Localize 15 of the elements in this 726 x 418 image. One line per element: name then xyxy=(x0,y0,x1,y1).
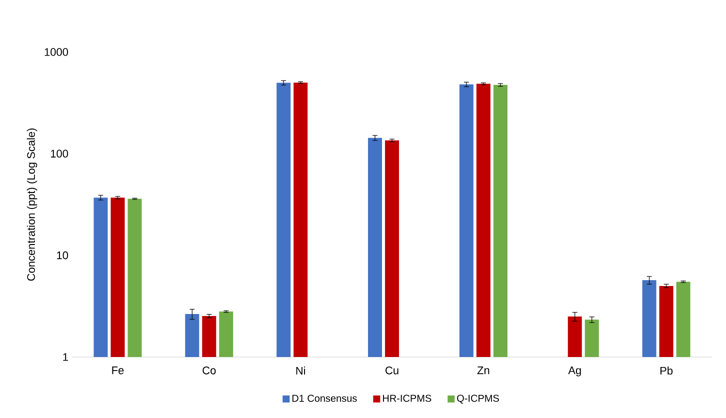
x-tick-label: Pb xyxy=(660,366,673,375)
legend-label: Q-ICPMS xyxy=(457,394,499,404)
y-tick-label: 100 xyxy=(50,150,68,158)
y-tick-label: 10 xyxy=(57,251,68,260)
x-tick-label: Ni xyxy=(296,366,306,375)
y-tick-label: 1 xyxy=(63,353,68,361)
y-tick-label: 1000 xyxy=(44,48,68,56)
x-tick-label: Co xyxy=(202,366,216,374)
x-tick-label: Ag xyxy=(568,366,581,376)
x-tick-label: Fe xyxy=(112,366,124,374)
x-tick-label: Cu xyxy=(386,366,398,374)
legend-label: D1 Consensus xyxy=(292,394,357,402)
legend-label: HR-ICPMS xyxy=(383,394,432,402)
y-axis-title: Concentration (ppt) (Log Scale) xyxy=(26,128,38,281)
x-tick-label: Zn xyxy=(477,366,490,374)
